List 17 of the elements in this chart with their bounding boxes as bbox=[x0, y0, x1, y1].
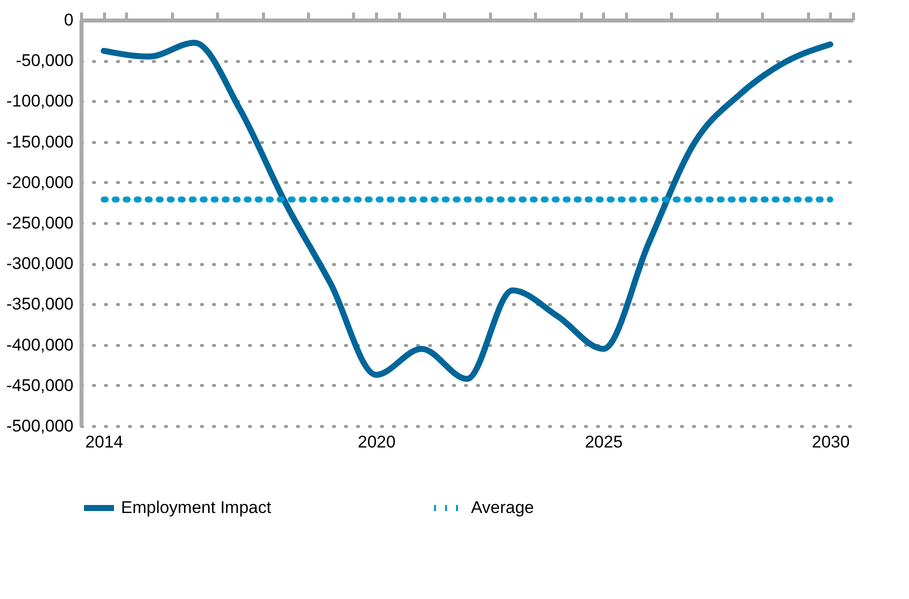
y-tick-label: 0 bbox=[64, 10, 74, 30]
x-tick-label: 2030 bbox=[812, 432, 850, 452]
y-tick-label: -400,000 bbox=[6, 335, 74, 354]
y-tick-label: -100,000 bbox=[6, 92, 74, 111]
x-tick-label: 2014 bbox=[85, 432, 124, 452]
legend-label: Average bbox=[471, 498, 534, 517]
y-tick-label: -50,000 bbox=[16, 51, 74, 70]
y-tick-label: -500,000 bbox=[6, 416, 74, 436]
y-tick-label: -200,000 bbox=[6, 172, 74, 192]
legend-label: Employment Impact bbox=[121, 498, 272, 517]
y-tick-label: -150,000 bbox=[6, 132, 74, 152]
y-tick-label: -350,000 bbox=[6, 294, 74, 314]
x-tick-label: 2020 bbox=[358, 432, 396, 452]
y-tick-label: -300,000 bbox=[6, 254, 74, 274]
x-tick-label: 2025 bbox=[584, 432, 623, 452]
y-tick-label: -250,000 bbox=[6, 214, 74, 232]
y-tick-label: -450,000 bbox=[6, 376, 74, 395]
